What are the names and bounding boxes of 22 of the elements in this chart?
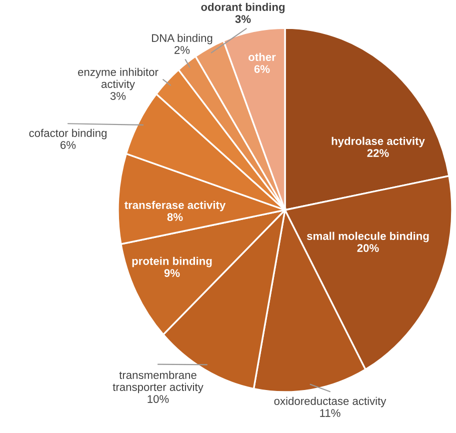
data-label: 10% [148, 395, 169, 403]
data-label: 2% [174, 46, 190, 54]
data-label: 3% [235, 15, 251, 24]
slice-label: cofactor binding [29, 128, 107, 140]
slice-label: odorant binding [201, 2, 285, 14]
data-label: 9% [164, 269, 180, 277]
slice-label: small molecule binding [306, 232, 429, 242]
data-label: 11% [320, 409, 340, 417]
data-label: 6% [254, 65, 270, 73]
slice-label: transmembrane transporter activity [112, 370, 204, 394]
slice-label: transferase activity [124, 200, 226, 212]
data-label: 3% [110, 92, 126, 100]
data-label: 20% [357, 244, 379, 252]
slice-label: other [248, 52, 276, 61]
slice-label: hydrolase activity [332, 136, 425, 148]
data-label: 6% [60, 141, 76, 149]
data-label: 22% [367, 149, 389, 157]
slice-label: oxidoreductase activity [274, 396, 386, 408]
slice-label: protein binding [132, 256, 212, 268]
slice-label: enzyme inhibitor activity [78, 68, 158, 90]
slice-label: DNA binding [152, 34, 212, 44]
data-label: 8% [167, 213, 183, 221]
